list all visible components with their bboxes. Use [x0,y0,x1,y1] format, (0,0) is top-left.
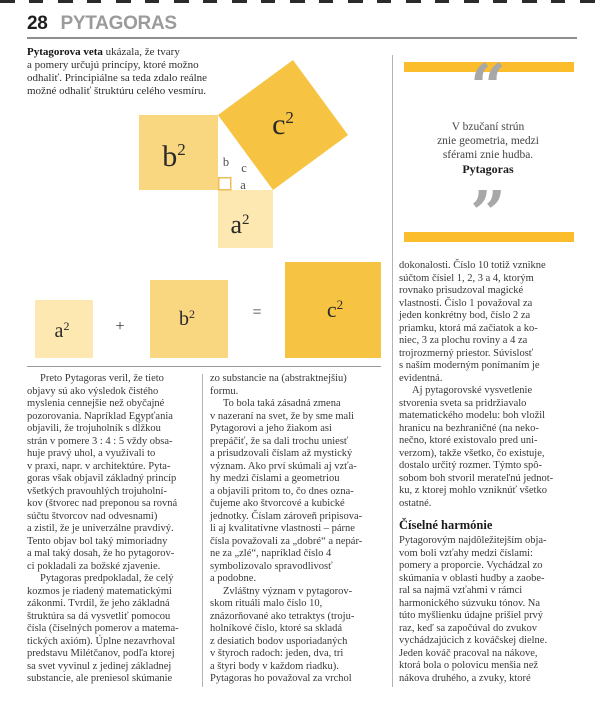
header-rule [27,37,577,39]
equation-square-b2 [150,280,228,358]
equation-label-a2: a2 [55,319,70,342]
equals-sign: = [252,304,261,321]
body-top-rule [27,366,381,367]
paragraph: zo substancie na (abstraktnejšiu) formu. [210,373,347,397]
text-column-left: Preto Pytagoras veril, že tieto objavy s… [27,373,199,686]
paragraph: Zvláštny význam v pytagorov- skom rituál… [210,585,355,685]
paragraph: To bola taká zásadná zmena v nazeraní na… [210,398,363,584]
label-b-squared: b2 [162,140,186,173]
paragraph: Aj pytagorovské vysvetlenie stvorenia sv… [399,385,554,509]
intro-paragraph: Pytagorova veta ukázala, že tvary a pome… [27,46,279,98]
paragraph: Preto Pytagoras veril, že tieto objavy s… [27,373,178,572]
quote-text: V bzučaní strún znie geometria, medzi sf… [437,121,539,161]
page-edge-artifact [0,0,600,3]
side-label-b: b [223,155,229,169]
paragraph: Pytagoras predpokladal, že celý kozmos j… [27,573,179,684]
label-c-squared: c2 [272,108,294,141]
plus-sign: + [115,318,124,335]
open-quote-icon: “ [470,50,506,123]
column-divider-right [392,55,393,687]
text-column-middle: zo substancie na (abstraktnejšiu) formu.… [210,373,387,686]
quote-accent-bar-bottom [404,232,574,242]
square-a2 [218,190,273,248]
intro-lead: Pytagorova veta [27,46,103,58]
intro-rest: ukázala, že tvary a pomery určujú princí… [27,46,208,97]
column-divider-left [202,374,203,687]
equation-label-b2: b2 [179,307,195,330]
right-angle-marker [218,177,232,191]
label-a-squared: a2 [230,210,249,239]
equation-square-c2 [285,262,381,358]
side-label-a: a [240,178,246,192]
pythagorean-theorem-diagram: b2 c2 a2 b c a a2 + b2 = c2 [35,60,381,358]
page-number: 28 [27,13,48,34]
equation-square-a2 [35,300,93,358]
square-b2 [139,115,218,190]
square-c2 [218,60,348,190]
page-title: PYTAGORAS [60,13,178,34]
page-header: 28 PYTAGORAS [27,13,177,35]
paragraph: dokonalosti. Číslo 10 totiž vznikne súčt… [399,260,546,384]
section-heading: Číselné harmónie [399,518,493,532]
side-label-c: c [241,161,247,175]
quote-author: Pytagoras [462,162,514,176]
equation-label-c2: c2 [327,297,343,322]
paragraph: Pytagorovým najdôležitejším obja- vom bo… [399,535,548,684]
text-column-right: dokonalosti. Číslo 10 totiž vznikne súčt… [399,260,577,685]
quote-accent-bar-top [404,62,574,72]
